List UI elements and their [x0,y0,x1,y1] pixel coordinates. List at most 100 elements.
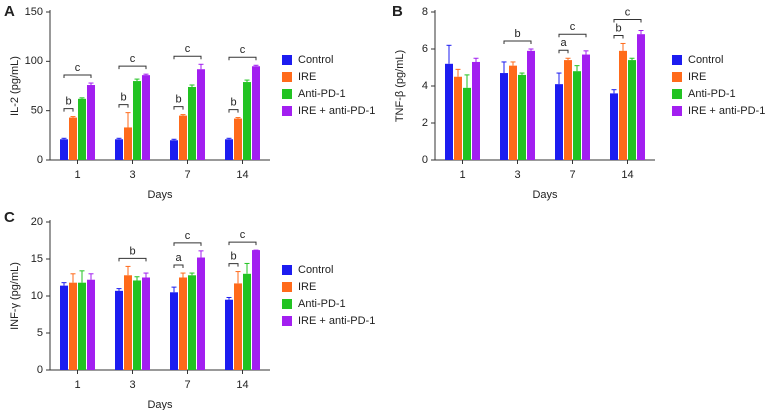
significance-label: c [625,6,631,18]
error-bar [180,114,186,116]
significance-label: c [130,53,136,65]
significance-bracket [228,109,239,113]
significance-bracket [613,18,642,23]
legend-label: Control [688,54,723,66]
error-bar [61,282,67,286]
error-bar [134,78,140,82]
x-tick-label: 1 [459,169,465,181]
bar [60,139,68,160]
bar [142,75,150,160]
bar [500,73,508,160]
error-bar [125,112,131,128]
error-bar [244,262,250,274]
legend-label: IRE + anti-PD-1 [688,105,765,117]
significance-bracket [228,263,239,267]
x-tick-label: 3 [129,169,135,181]
bar [454,76,462,160]
significance-bracket [118,104,129,108]
legend-swatch [282,265,292,275]
error-bar [171,286,177,293]
bar [179,115,187,160]
panel-label: B [392,3,403,20]
x-tick-label: 14 [236,379,248,391]
error-bar [143,272,149,278]
error-bar [61,137,67,140]
panel-label: A [4,3,15,20]
bar [170,292,178,370]
significance-bracket [503,40,532,44]
y-axis-label: IL-2 (pg/mL) [9,56,21,116]
error-bar [79,270,85,283]
legend-swatch [672,89,682,99]
bar [463,87,471,160]
bar [188,86,196,160]
x-axis-label: Days [147,399,173,410]
legend-label: Anti-PD-1 [298,88,346,100]
significance-label: b [175,94,181,106]
bar [252,250,260,370]
x-tick-label: 3 [129,379,135,391]
significance-bracket [63,108,74,112]
error-bar [88,82,94,86]
error-bar [134,276,140,281]
bar [527,50,535,160]
error-bar [198,250,204,258]
error-bar [629,57,635,61]
y-axis-label: INF-γ (pg/mL) [9,262,21,330]
x-tick-label: 1 [74,169,80,181]
legend-swatch [282,316,292,326]
error-bar [116,288,122,291]
y-tick-label: 50 [31,105,43,117]
significance-label: b [120,92,126,104]
bar [133,280,141,370]
y-axis-label: TNF-β (pg/mL) [394,50,406,122]
error-bar [638,30,644,35]
error-bar [189,272,195,276]
y-tick-label: 15 [31,253,43,265]
bar [170,140,178,160]
bar [555,84,563,160]
bar [610,93,618,160]
significance-label: c [185,43,191,55]
significance-bracket [173,106,184,110]
bar [573,71,581,160]
error-bar [574,65,580,72]
x-tick-label: 14 [236,169,248,181]
legend-swatch [672,106,682,116]
bar [197,69,205,160]
error-bar [79,97,85,99]
error-bar [180,272,186,278]
significance-label: c [75,62,81,74]
significance-label: c [570,21,576,33]
legend-swatch [282,106,292,116]
y-tick-label: 10 [31,290,43,302]
bar [518,74,526,160]
bar [197,257,205,370]
x-tick-label: 14 [621,169,633,181]
y-tick-label: 0 [422,154,428,166]
error-bar [226,137,232,140]
bar [60,285,68,370]
bar [124,127,132,160]
error-bar [70,273,76,283]
legend-label: IRE + anti-PD-1 [298,105,375,117]
significance-label: b [615,22,621,34]
significance-label: c [240,229,246,241]
bar [188,275,196,370]
bar [225,299,233,370]
y-tick-label: 2 [422,117,428,129]
significance-bracket [558,33,587,38]
x-tick-label: 7 [184,379,190,391]
error-bar [88,273,94,280]
error-bar [565,57,571,61]
error-bar [125,265,131,276]
significance-bracket [118,257,147,262]
x-tick-label: 7 [184,169,190,181]
error-bar [198,63,204,70]
y-tick-label: 0 [37,364,43,376]
bar [243,273,251,370]
significance-label: b [65,95,71,107]
legend-label: Control [298,54,333,66]
error-bar [583,50,589,55]
